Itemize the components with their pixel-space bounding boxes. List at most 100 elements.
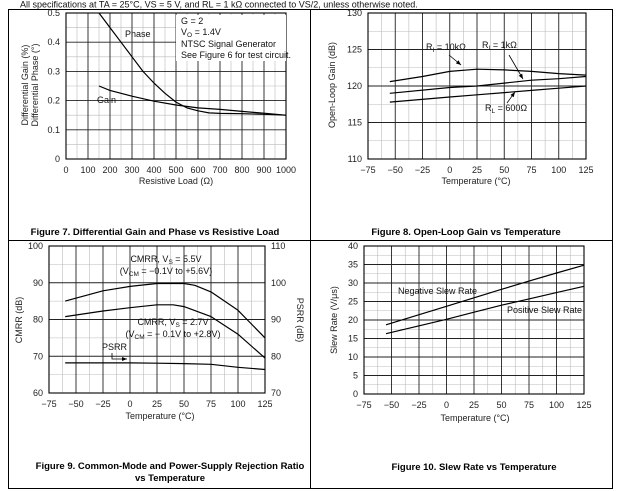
y-axis-label: Differential Phase (°) bbox=[30, 44, 40, 127]
arrow-head bbox=[510, 92, 515, 98]
text-segment: V bbox=[181, 27, 187, 37]
y-tick-label: 130 bbox=[347, 8, 362, 18]
x-tick-label: 50 bbox=[179, 399, 189, 409]
annotation-label: Positive Slew Rate bbox=[507, 305, 582, 315]
y-tick-label: 90 bbox=[33, 278, 43, 288]
y-tick-label: 0 bbox=[353, 389, 358, 399]
x-tick-label: 0 bbox=[447, 165, 452, 175]
annotation-label: NTSC Signal Generator bbox=[181, 39, 276, 49]
x-tick-label: 75 bbox=[526, 165, 536, 175]
x-tick-label: −75 bbox=[360, 165, 375, 175]
text-segment: (V bbox=[126, 329, 135, 339]
x-tick-label: 100 bbox=[230, 399, 245, 409]
y-right-tick-label: 90 bbox=[271, 315, 281, 325]
chart-figure-9: 60 70 80 90 100 70 80 90 100 110 −75 −50 −25 0 25 50 75 1… bbox=[14, 241, 305, 484]
y-axis-label: CMRR (dB) bbox=[14, 297, 24, 344]
x-tick-label: −25 bbox=[95, 399, 110, 409]
figure-caption: Figure 9. Common-Mode and Power-Supply R… bbox=[36, 461, 305, 472]
text-segment: See Figure 6 for test circuit. bbox=[181, 50, 291, 60]
x-tick-label: 0 bbox=[444, 400, 449, 410]
x-tick-label: 25 bbox=[469, 400, 479, 410]
text-segment: Positive Slew Rate bbox=[507, 305, 582, 315]
y-tick-label: 40 bbox=[348, 241, 358, 251]
plot-frame bbox=[363, 245, 585, 395]
y-tick-label: 0 bbox=[55, 154, 60, 164]
text-segment: = 10kΩ bbox=[434, 42, 466, 52]
series-line-1 bbox=[65, 282, 266, 339]
y-axis-label: Differential Gain (%) bbox=[20, 45, 30, 126]
figure-caption: Figure 8. Open-Loop Gain vs Temperature bbox=[371, 227, 560, 238]
subscript: O bbox=[187, 32, 192, 39]
text-segment: R bbox=[426, 42, 433, 52]
series-line-1 bbox=[389, 68, 587, 83]
x-tick-label: −50 bbox=[68, 399, 83, 409]
annotation-label: PSRR bbox=[102, 342, 128, 352]
y-tick-label: 15 bbox=[348, 334, 358, 344]
x-tick-label: 50 bbox=[499, 165, 509, 175]
annotation-label: (VCM = − 0.1V to +2.8V) bbox=[126, 329, 221, 341]
x-tick-label: 75 bbox=[524, 400, 534, 410]
subscript: I bbox=[433, 47, 435, 54]
y-right-tick-label: 70 bbox=[271, 388, 281, 398]
x-tick-label: −25 bbox=[415, 165, 430, 175]
text-segment: = 2.7V bbox=[180, 317, 209, 327]
plot-frame bbox=[48, 245, 266, 394]
y-right-tick-label: 100 bbox=[271, 278, 286, 288]
y-tick-label: 70 bbox=[33, 351, 43, 361]
text-segment: G = 2 bbox=[181, 16, 203, 26]
x-tick-label: −25 bbox=[411, 400, 426, 410]
x-axis-label: Temperature (°C) bbox=[441, 176, 510, 186]
text-segment: R bbox=[485, 103, 492, 113]
annotation-label: VO = 1.4V bbox=[181, 27, 221, 39]
text-segment: CMRR, V bbox=[130, 254, 168, 264]
figure-caption: vs Temperature bbox=[135, 473, 205, 484]
series-line-2 bbox=[65, 304, 266, 359]
chart-figure-7: 0 0.1 0.2 0.3 0.4 0.5 0 100 200 300 400 500 600 700 80… bbox=[20, 8, 296, 238]
text-segment: NTSC Signal Generator bbox=[181, 39, 276, 49]
text-segment: R bbox=[482, 40, 489, 50]
annotation-arrow bbox=[448, 54, 462, 66]
text-segment: (V bbox=[120, 266, 129, 276]
y-right-tick-label: 110 bbox=[271, 241, 285, 251]
annotation-label: Gain bbox=[97, 95, 116, 105]
y-tick-label: 30 bbox=[348, 278, 358, 288]
plot-frame bbox=[65, 12, 287, 160]
text-segment: = − 0.1V to +2.8V) bbox=[145, 329, 221, 339]
x-tick-label: 0 bbox=[127, 399, 132, 409]
x-axis-label: Temperature (°C) bbox=[125, 411, 194, 421]
y-tick-label: 0.5 bbox=[47, 8, 60, 18]
series-line-3 bbox=[65, 362, 266, 371]
x-tick-label: 600 bbox=[190, 165, 205, 175]
y-tick-label: 0.4 bbox=[47, 37, 60, 47]
page-header-text: All specifications at TA = 25°C, VS = 5 … bbox=[20, 0, 418, 10]
subscript: L bbox=[492, 108, 496, 115]
series-line-1 bbox=[385, 264, 585, 326]
subscript: CM bbox=[135, 334, 145, 341]
x-tick-label: 0 bbox=[63, 165, 68, 175]
y-tick-label: 5 bbox=[353, 371, 358, 381]
arrow-head bbox=[518, 73, 523, 79]
x-tick-label: −75 bbox=[41, 399, 56, 409]
x-tick-label: 300 bbox=[124, 165, 139, 175]
y-tick-label: 0.2 bbox=[47, 96, 60, 106]
annotation-label: (VCM = −0.1V to +5.6V) bbox=[120, 266, 212, 278]
subscript: S bbox=[168, 259, 173, 266]
y-axis-label: Slew Rate (V/μs) bbox=[329, 286, 339, 354]
text-segment: Gain bbox=[97, 95, 116, 105]
x-axis-label: Resistive Load (Ω) bbox=[139, 176, 213, 186]
x-tick-label: 900 bbox=[256, 165, 271, 175]
series-line-3 bbox=[389, 85, 587, 103]
arrow-head bbox=[122, 357, 127, 361]
text-segment: = 1kΩ bbox=[490, 40, 517, 50]
annotation-label: CMRR, VS = 2.7V bbox=[137, 317, 208, 329]
panel-borders bbox=[8, 9, 613, 489]
y-tick-label: 110 bbox=[348, 154, 362, 164]
arrow-head bbox=[455, 60, 461, 65]
annotation-arrow bbox=[111, 353, 127, 361]
y-axis-label: Open-Loop Gain (dB) bbox=[327, 42, 337, 128]
x-tick-label: 1000 bbox=[276, 165, 296, 175]
y-tick-label: 60 bbox=[33, 388, 43, 398]
text-segment: = 1.4V bbox=[192, 27, 221, 37]
series-line-1 bbox=[98, 12, 287, 116]
x-tick-label: 125 bbox=[257, 399, 272, 409]
